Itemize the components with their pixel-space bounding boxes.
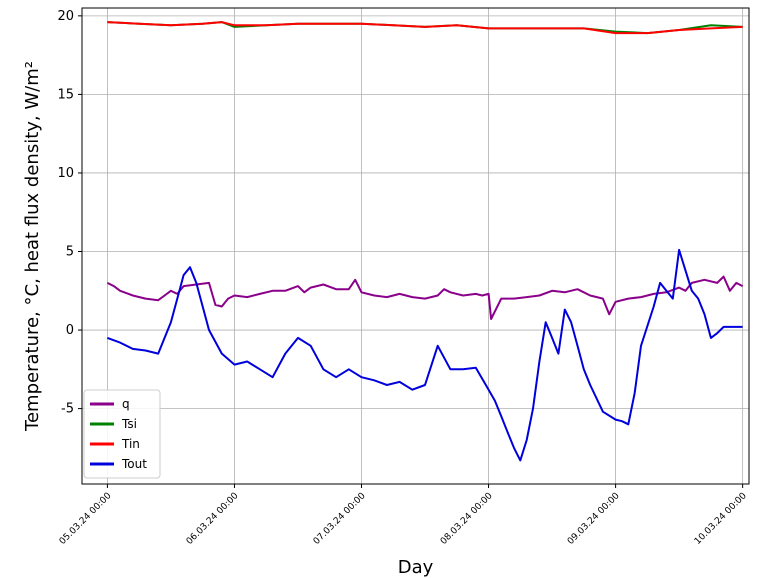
legend-label-tout: Tout bbox=[121, 457, 147, 471]
legend: q Tsi Tin Tout bbox=[83, 389, 161, 479]
y-tick-label: 0 bbox=[66, 323, 74, 338]
x-tick-label: 09.03.24 00:00 bbox=[566, 491, 622, 547]
legend-box bbox=[83, 389, 161, 479]
y-tick-label: 5 bbox=[66, 244, 74, 259]
x-tick-label: 07.03.24 00:00 bbox=[312, 491, 368, 547]
legend-label-q: q bbox=[122, 397, 130, 411]
x-axis-ticks: 05.03.24 00:00 06.03.24 00:00 07.03.24 00:… bbox=[58, 484, 749, 547]
y-tick-label: 15 bbox=[57, 87, 74, 102]
y-tick-label: 10 bbox=[57, 166, 74, 181]
series-line-tin bbox=[107, 21, 743, 35]
legend-label-tin: Tin bbox=[121, 437, 140, 451]
x-axis-title: Day bbox=[398, 557, 434, 578]
series-line-tout bbox=[107, 248, 743, 462]
y-axis-ticks: -5 0 5 10 15 20 bbox=[57, 9, 82, 417]
x-tick-label: 06.03.24 00:00 bbox=[185, 491, 241, 547]
y-axis-title: Temperature, °C, heat flux density, W/m² bbox=[22, 61, 43, 432]
grid bbox=[82, 8, 749, 484]
series-lines bbox=[106, 21, 744, 462]
series-line-q bbox=[106, 275, 744, 320]
legend-label-tsi: Tsi bbox=[121, 417, 137, 431]
x-tick-label: 10.03.24 00:00 bbox=[693, 491, 749, 547]
x-tick-label: 05.03.24 00:00 bbox=[58, 491, 114, 547]
y-tick-label: -5 bbox=[61, 402, 74, 417]
y-tick-label: 20 bbox=[57, 9, 74, 24]
x-tick-label: 08.03.24 00:00 bbox=[439, 491, 495, 547]
plot-frame bbox=[81, 7, 750, 485]
